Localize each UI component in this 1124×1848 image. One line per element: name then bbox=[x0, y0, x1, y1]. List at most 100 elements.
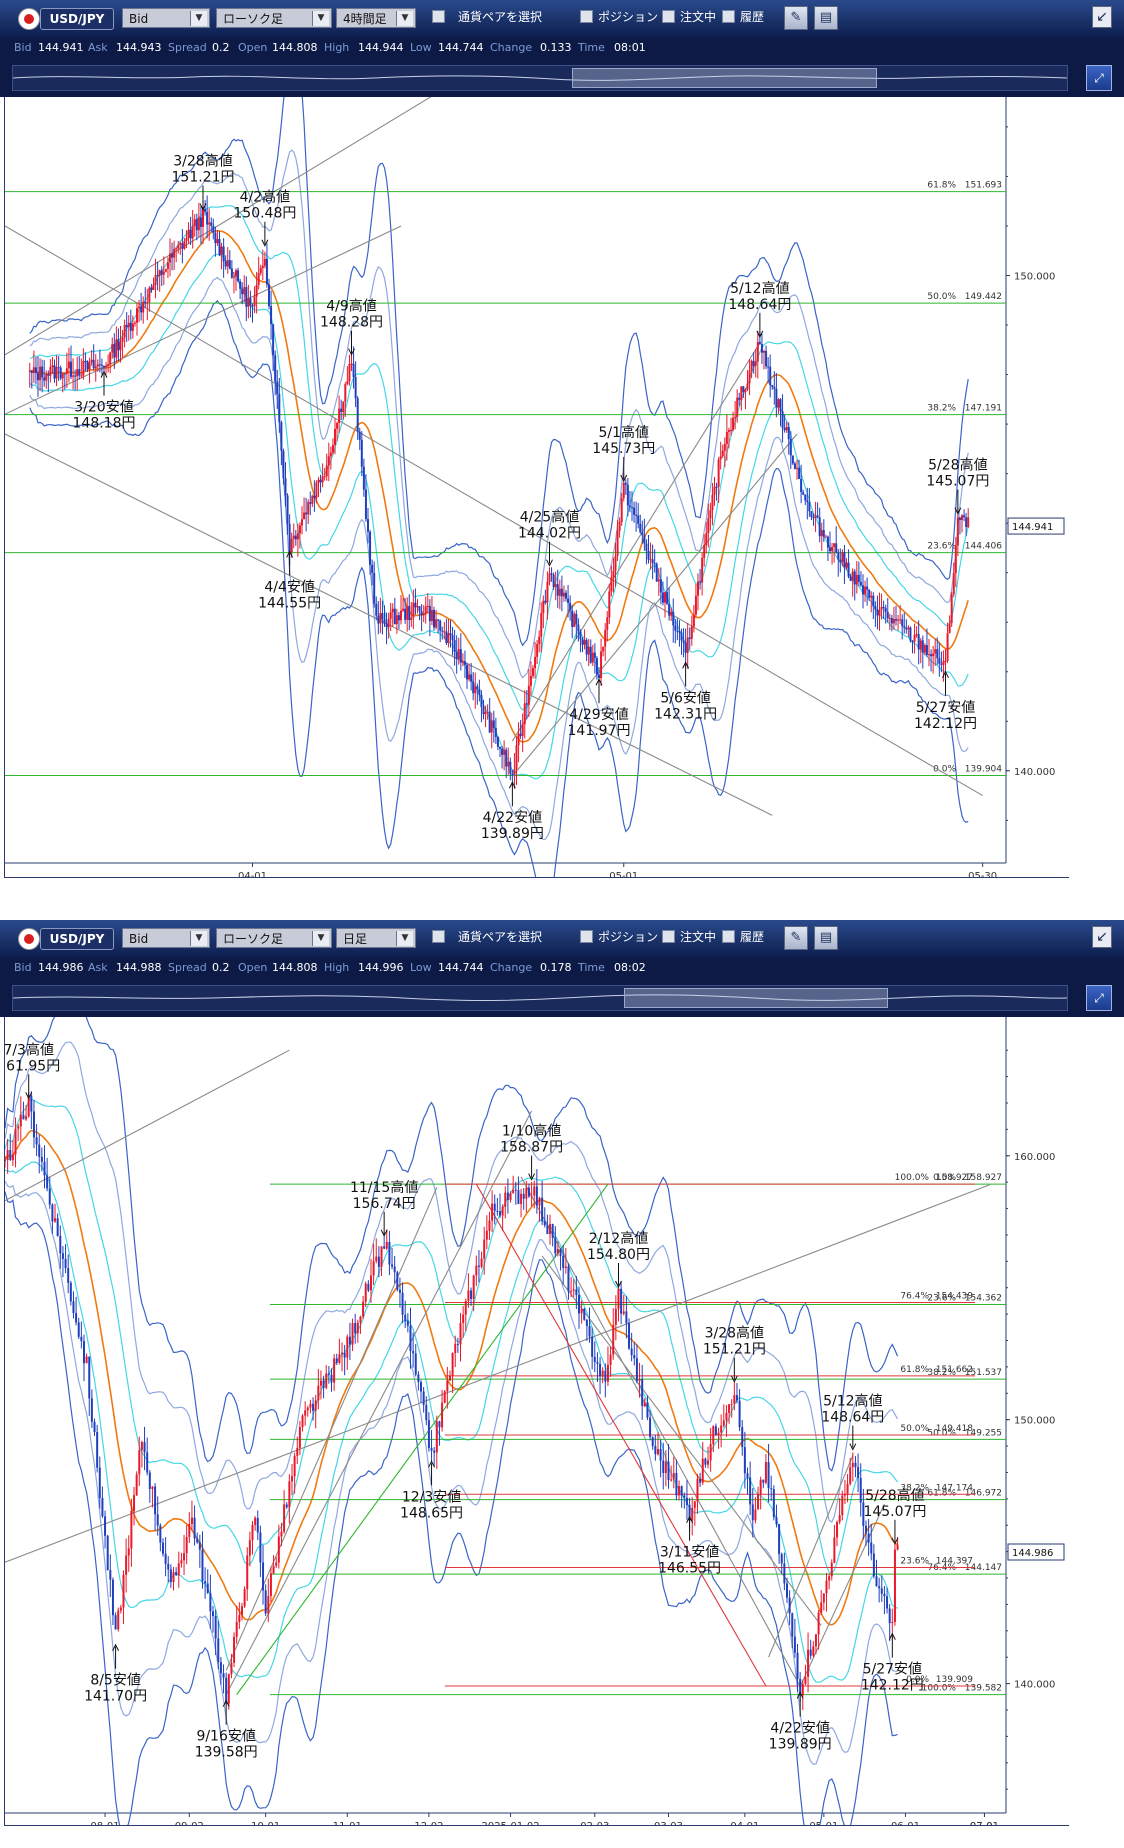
order-checkbox[interactable] bbox=[662, 10, 675, 23]
candle-body bbox=[541, 1197, 544, 1222]
candle-body bbox=[788, 1597, 791, 1614]
candle-body bbox=[571, 610, 574, 627]
candle-body bbox=[785, 427, 788, 431]
timeframe-select[interactable]: 4時間足 ▼ bbox=[336, 8, 416, 28]
candle-body bbox=[558, 588, 561, 596]
price-type-select[interactable]: Bid ▼ bbox=[122, 8, 210, 28]
chart-area[interactable]: 160.000 150.000 140.000 07-01 08-01 09-02 10-0… bbox=[4, 1017, 1069, 1826]
trendline bbox=[5, 225, 983, 797]
annotation-title: 3/28高値 bbox=[173, 153, 232, 170]
annotation-price: 141.70円 bbox=[84, 1689, 147, 1705]
chart-type-select[interactable]: ローソク足 ▼ bbox=[216, 928, 332, 948]
candle-body bbox=[707, 518, 710, 534]
candle-body bbox=[433, 1450, 436, 1453]
candle-body bbox=[617, 1288, 620, 1309]
candle-body bbox=[846, 1483, 849, 1495]
candle-body bbox=[542, 600, 545, 614]
x-tick-label: 05-01 bbox=[609, 871, 638, 877]
position-checkbox[interactable] bbox=[580, 930, 593, 943]
candle-body bbox=[439, 620, 442, 631]
expand-button[interactable]: ⤢ bbox=[1086, 65, 1112, 91]
candle-body bbox=[78, 369, 81, 376]
candle-body bbox=[822, 1593, 825, 1603]
arrow-head-icon bbox=[730, 1375, 738, 1383]
annotation-title: 4/29安値 bbox=[569, 707, 628, 723]
candle-body bbox=[712, 1426, 715, 1445]
annotation-title: 5/28高値 bbox=[928, 457, 987, 474]
candle-body bbox=[523, 703, 526, 725]
change-label: Change bbox=[490, 961, 533, 974]
candle-body bbox=[375, 603, 378, 616]
candle-body bbox=[166, 262, 169, 269]
chart-area[interactable]: 150.000 140.000 04-01 05-01 05-30 151.693 61.8… bbox=[4, 97, 1069, 878]
navigator-bar: ⤢ bbox=[0, 979, 1124, 1017]
select-pair-checkbox[interactable] bbox=[432, 930, 445, 943]
timeframe-select[interactable]: 日足 ▼ bbox=[336, 928, 416, 948]
candle-body bbox=[824, 536, 827, 538]
order-checkbox[interactable] bbox=[662, 930, 675, 943]
annotation-price: 148.18円 bbox=[73, 416, 136, 432]
pair-button[interactable]: USD/JPY bbox=[40, 8, 114, 30]
candle-body bbox=[509, 761, 512, 774]
candle-body bbox=[117, 339, 120, 351]
history-checkbox[interactable] bbox=[722, 930, 735, 943]
pair-button[interactable]: USD/JPY bbox=[40, 928, 114, 950]
navigator-track[interactable] bbox=[12, 985, 1068, 1011]
navigator-thumb[interactable] bbox=[624, 988, 888, 1008]
indicator-button[interactable]: ▤ bbox=[814, 926, 838, 950]
annotation-price: 154.80円 bbox=[587, 1247, 650, 1263]
candle-body bbox=[546, 1225, 549, 1235]
candle-body bbox=[362, 1301, 365, 1317]
annotation-price: 161.95円 bbox=[5, 1058, 60, 1074]
candle-body bbox=[143, 1442, 146, 1453]
candle-body bbox=[668, 603, 671, 616]
chart-type-select[interactable]: ローソク足 ▼ bbox=[216, 8, 332, 28]
candle-body bbox=[470, 1290, 473, 1299]
candle-body bbox=[682, 640, 685, 643]
candle-body bbox=[872, 595, 875, 607]
collapse-button[interactable]: ↙ bbox=[1092, 6, 1112, 28]
candle-body bbox=[504, 1192, 507, 1207]
expand-button[interactable]: ⤢ bbox=[1086, 985, 1112, 1011]
candle-body bbox=[105, 365, 108, 368]
navigator-track[interactable] bbox=[12, 65, 1068, 91]
candle-body bbox=[169, 1569, 172, 1583]
candle-body bbox=[183, 240, 186, 249]
candle-body bbox=[678, 1486, 681, 1496]
price-type-select[interactable]: Bid ▼ bbox=[122, 928, 210, 948]
fibonacci-percent-label: 76.4% bbox=[927, 1563, 956, 1573]
candle-body bbox=[290, 1476, 293, 1482]
drawing-tool-button[interactable]: ✎ bbox=[784, 6, 808, 30]
collapse-button[interactable]: ↙ bbox=[1092, 926, 1112, 948]
candle-body bbox=[114, 1615, 117, 1630]
bollinger-upper-3sigma bbox=[29, 97, 969, 647]
candle-body bbox=[559, 1249, 562, 1256]
candle-body bbox=[866, 586, 869, 590]
candle-body bbox=[288, 1481, 291, 1508]
candle-body bbox=[395, 615, 398, 625]
indicator-button[interactable]: ▤ bbox=[814, 6, 838, 30]
candle-body bbox=[156, 1514, 159, 1526]
x-tick-label: 04-01 bbox=[238, 871, 267, 877]
candle-body bbox=[705, 533, 708, 546]
candle-body bbox=[896, 1544, 899, 1550]
candle-body bbox=[72, 375, 75, 377]
position-checkbox[interactable] bbox=[580, 10, 593, 23]
candle-body bbox=[82, 1341, 85, 1364]
fibonacci-percent-label: 38.2% bbox=[927, 1368, 956, 1378]
candle-body bbox=[680, 632, 683, 641]
history-checkbox[interactable] bbox=[722, 10, 735, 23]
annotation-price: 139.89円 bbox=[769, 1737, 832, 1753]
low-label: Low bbox=[410, 41, 432, 54]
bid-value: 144.986 bbox=[38, 961, 84, 974]
candle-body bbox=[388, 1241, 391, 1265]
navigator-thumb[interactable] bbox=[571, 68, 878, 88]
candle-body bbox=[598, 674, 600, 679]
candle-body bbox=[814, 515, 817, 518]
select-pair-checkbox[interactable] bbox=[432, 10, 445, 23]
candle-body bbox=[750, 360, 753, 371]
candle-body bbox=[451, 1352, 454, 1377]
drawing-tool-button[interactable]: ✎ bbox=[784, 926, 808, 950]
